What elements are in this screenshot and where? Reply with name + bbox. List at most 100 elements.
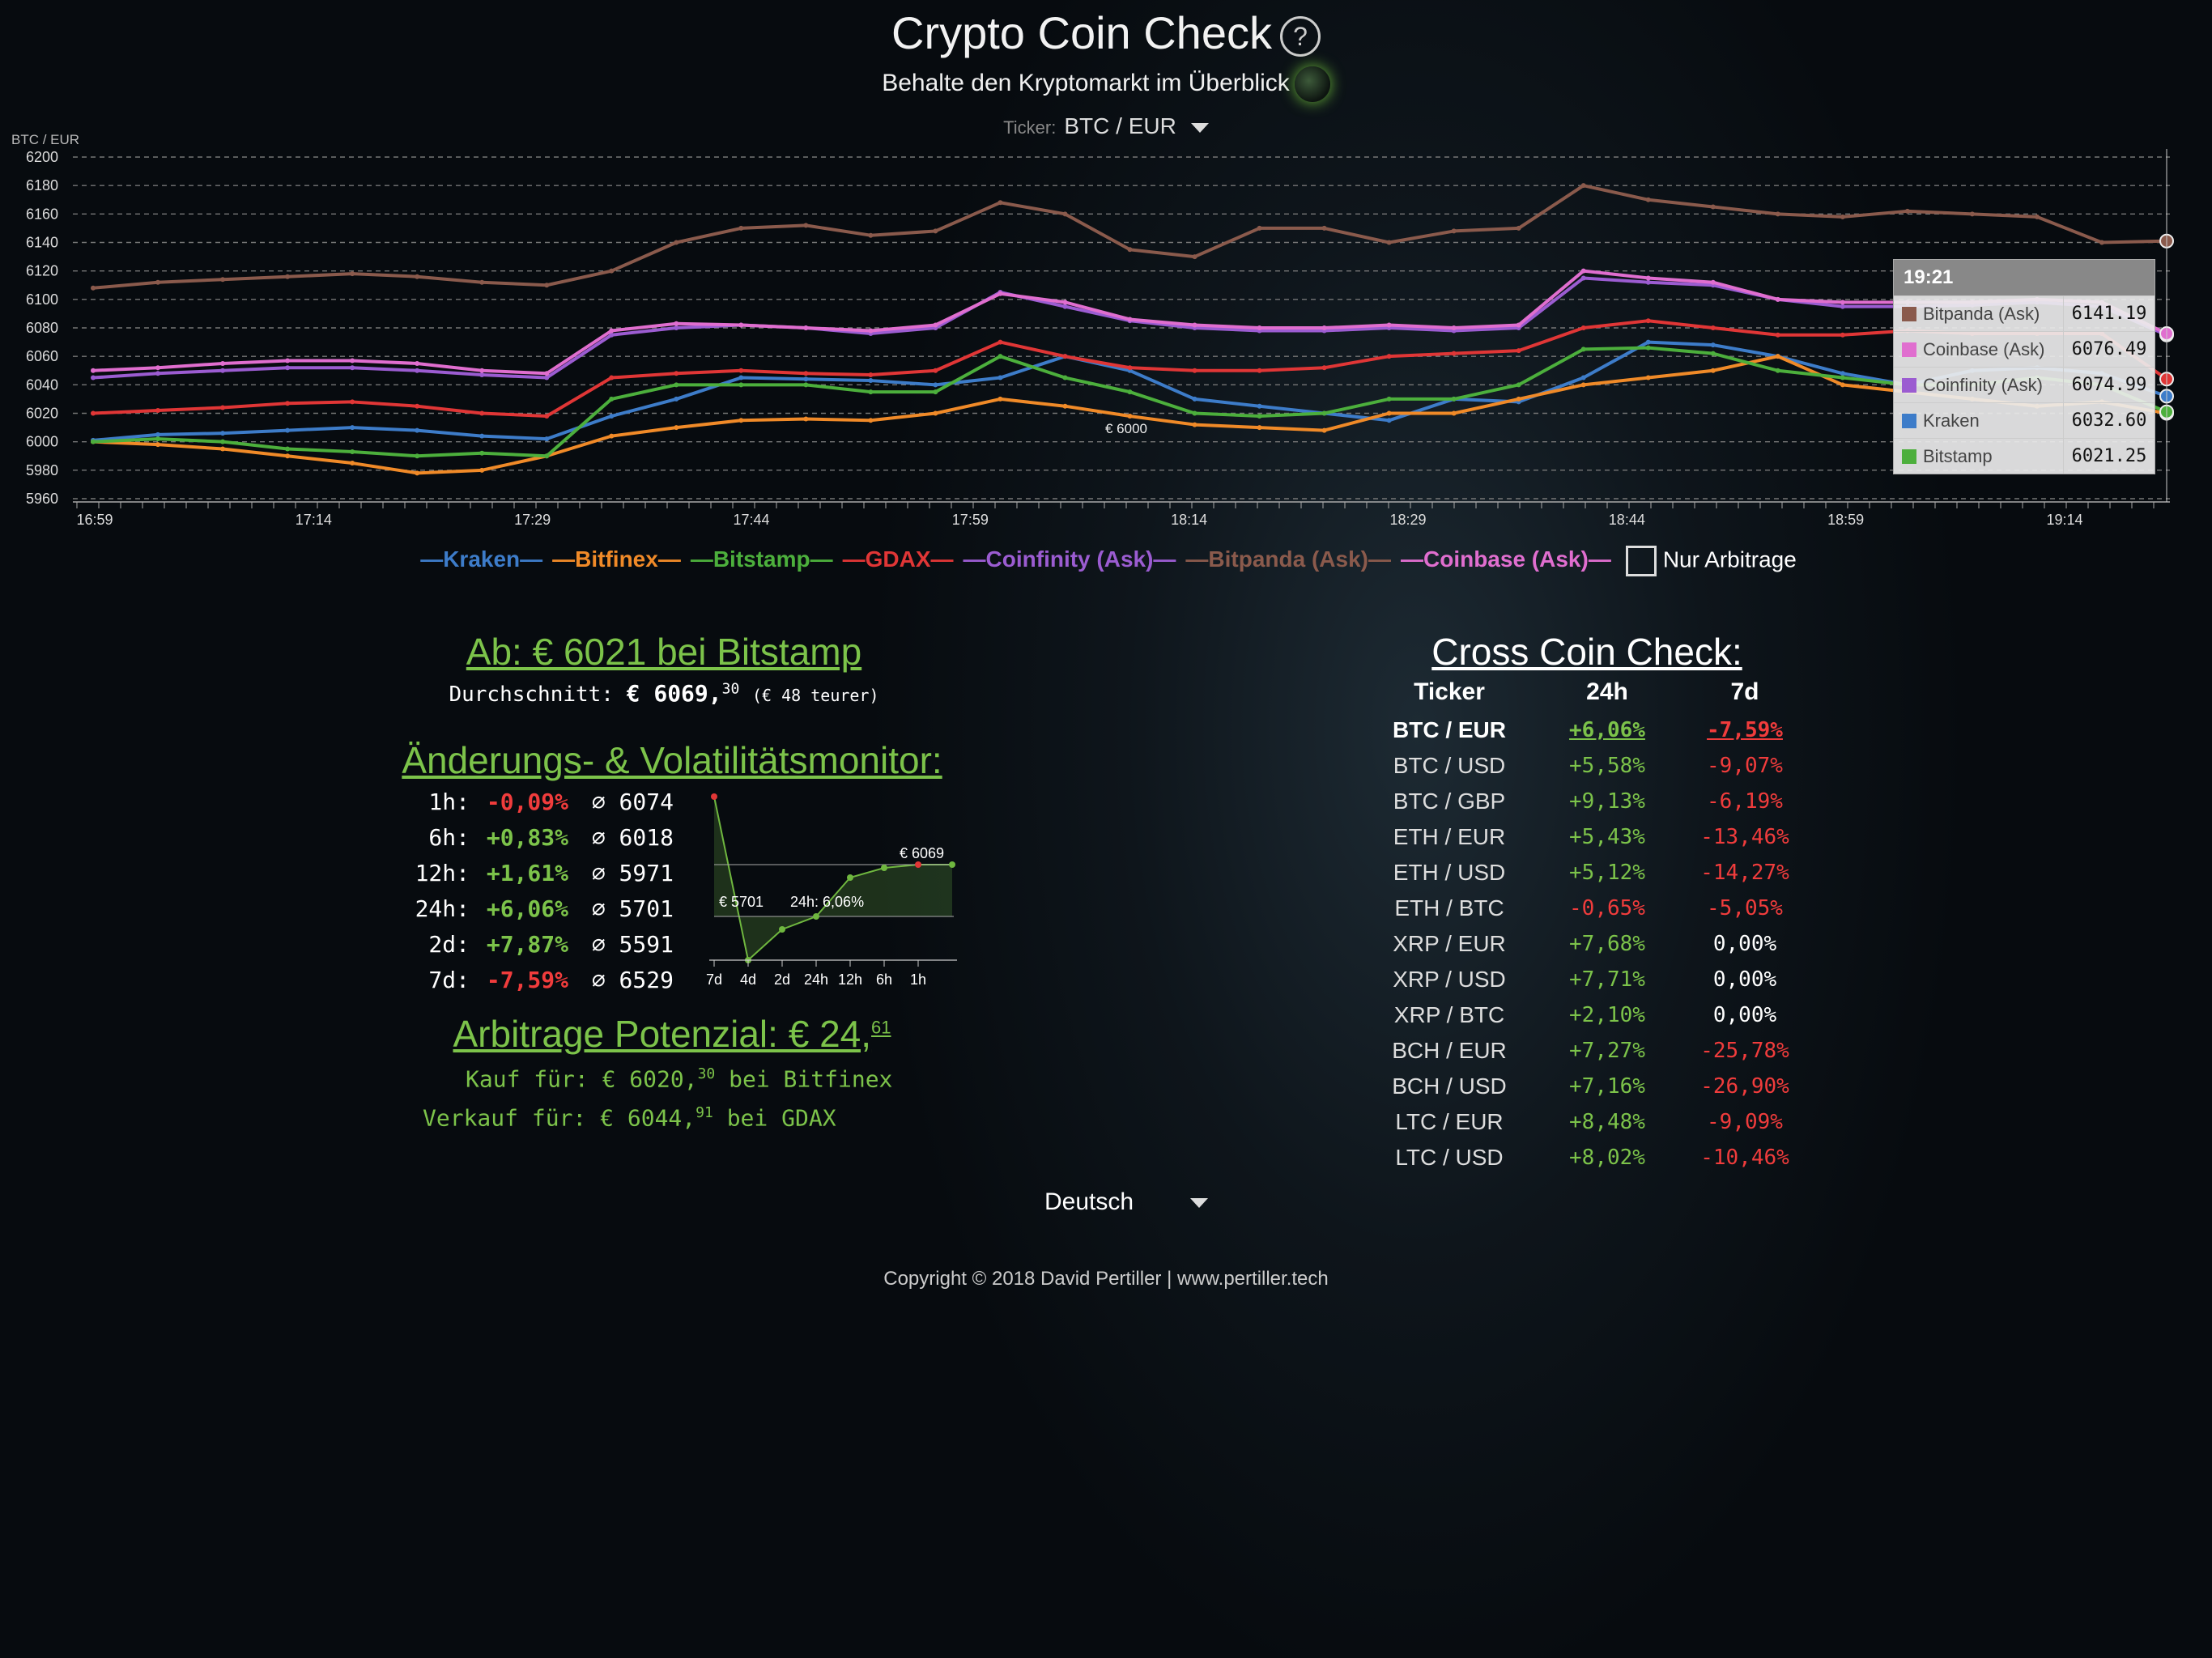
series-point: [1321, 427, 1327, 433]
tooltip-value: 6074.99: [2063, 368, 2155, 402]
cross-row[interactable]: BCH / EUR +7,27% -25,78%: [1360, 1033, 1814, 1069]
series-point: [350, 461, 355, 466]
chevron-down-icon[interactable]: [1190, 1198, 1209, 1209]
arbitrage-checkbox-label[interactable]: Nur Arbitrage: [1662, 546, 1797, 572]
series-point: [868, 418, 874, 423]
series-point: [609, 433, 615, 439]
y-tick-label: 6100: [26, 291, 58, 308]
cross-ticker[interactable]: XRP / EUR: [1393, 931, 1506, 956]
x-tick-label: 18:44: [1609, 512, 1645, 528]
series-point: [2099, 240, 2104, 245]
series-point: [1127, 365, 1133, 371]
cross-ticker[interactable]: BCH / EUR: [1392, 1038, 1507, 1063]
series-point: [609, 396, 615, 402]
series-point: [738, 368, 744, 373]
cross-row[interactable]: LTC / USD +8,02% -10,46%: [1360, 1140, 1814, 1175]
x-tick-label: 17:14: [296, 512, 332, 528]
x-tick-label: 18:14: [1171, 512, 1207, 528]
cross-ticker[interactable]: BTC / USD: [1393, 753, 1506, 778]
cross-ticker[interactable]: ETH / BTC: [1394, 895, 1504, 920]
legend-item[interactable]: —GDAX—: [842, 546, 954, 572]
ticker-value[interactable]: BTC / EUR: [1064, 113, 1176, 138]
series-point: [933, 410, 938, 416]
language-select[interactable]: Deutsch: [1044, 1188, 1209, 1216]
legend-item[interactable]: —Coinfinity (Ask)—: [963, 546, 1176, 572]
series-point: [1840, 214, 1845, 219]
cross-ticker[interactable]: LTC / USD: [1395, 1145, 1504, 1170]
legend-item[interactable]: —Bitpanda (Ask)—: [1185, 546, 1391, 572]
x-tick-label: 17:29: [514, 512, 551, 528]
help-icon[interactable]: ?: [1279, 16, 1321, 57]
series-point: [1775, 368, 1780, 373]
series-point: [91, 285, 96, 291]
cross-ticker[interactable]: LTC / EUR: [1395, 1109, 1504, 1134]
series-point: [1580, 275, 1586, 281]
cross-ticker[interactable]: ETH / EUR: [1393, 824, 1506, 849]
cross-row[interactable]: XRP / BTC +2,10% 0,00%: [1360, 997, 1814, 1033]
period-label: 1h:: [428, 788, 470, 815]
series-point: [1516, 396, 1521, 402]
average-note: (€ 48 teurer): [751, 686, 879, 705]
cross-ticker[interactable]: ETH / USD: [1393, 860, 1506, 885]
series-point: [2034, 214, 2040, 219]
cross-row[interactable]: BTC / USD +5,58% -9,07%: [1360, 748, 1814, 784]
series-point: [1580, 346, 1586, 352]
header-ticker: Ticker: [1414, 678, 1485, 705]
series-point: [1904, 208, 1910, 214]
mini-x-label: 7d: [706, 971, 722, 988]
arbitrage-checkbox[interactable]: [1625, 546, 1657, 576]
volatility-row: 12h: +1,61% ⌀ 5971: [397, 855, 674, 891]
cross-7d: -26,90%: [1700, 1074, 1789, 1099]
cross-24h: +7,16%: [1569, 1074, 1645, 1099]
buy-text: Kauf für: € 6020,: [466, 1065, 698, 1093]
cross-row[interactable]: BTC / GBP +9,13% -6,19%: [1360, 784, 1814, 819]
cross-title: Cross Coin Check:: [1431, 631, 1742, 673]
cross-row[interactable]: BTC / EUR +6,06% -7,59%: [1360, 712, 1814, 748]
series-point: [415, 274, 420, 279]
buy-exchange: bei Bitfinex: [715, 1065, 893, 1093]
legend-item[interactable]: —Bitstamp—: [690, 546, 833, 572]
language-value[interactable]: Deutsch: [1044, 1188, 1134, 1215]
ticker-select[interactable]: Ticker: BTC / EUR: [0, 113, 2212, 139]
cross-row[interactable]: BCH / USD +7,16% -26,90%: [1360, 1069, 1814, 1104]
series-point: [1645, 318, 1651, 324]
series-point: [933, 322, 938, 328]
cross-row[interactable]: LTC / EUR +8,48% -9,09%: [1360, 1104, 1814, 1140]
series-point: [1840, 300, 1845, 305]
series-point: [1321, 365, 1327, 371]
cross-ticker[interactable]: XRP / USD: [1393, 967, 1506, 992]
mini-chart-line: [713, 796, 952, 962]
series-point: [933, 228, 938, 234]
cross-ticker[interactable]: XRP / BTC: [1393, 1002, 1505, 1027]
title-text: Crypto Coin Check: [891, 7, 1272, 58]
volatility-row: 2d: +7,87% ⌀ 5591: [397, 926, 674, 962]
series-point: [544, 436, 550, 442]
series-point: [803, 376, 809, 382]
price-chart[interactable]: BTC / EUR 6200 6180 6160 6140 6120 6100 6080 606…: [0, 130, 2212, 542]
series-point: [1840, 382, 1845, 388]
cross-row[interactable]: XRP / USD +7,71% 0,00%: [1360, 962, 1814, 997]
chevron-down-icon[interactable]: [1190, 122, 1209, 133]
series-point: [1645, 345, 1651, 351]
page-title: Crypto Coin Check?: [0, 6, 2212, 59]
series-point: [609, 268, 615, 274]
cross-row[interactable]: ETH / EUR +5,43% -13,46%: [1360, 819, 1814, 855]
cross-ticker[interactable]: BTC / GBP: [1393, 789, 1506, 814]
legend-item[interactable]: —Bitfinex—: [552, 546, 681, 572]
cross-row[interactable]: ETH / USD +5,12% -14,27%: [1360, 855, 1814, 891]
arbitrage-title: Arbitrage Potenzial: € 24,61: [356, 1012, 988, 1056]
legend-item[interactable]: —Coinbase (Ask)—: [1401, 546, 1611, 572]
mini-x-label: 12h: [838, 971, 862, 988]
series-point: [1062, 211, 1068, 217]
series-point: [1257, 414, 1262, 419]
series-point: [1257, 425, 1262, 431]
y-tick-label: 6200: [26, 149, 58, 165]
series-point: [1386, 410, 1392, 416]
cross-7d: 0,00%: [1712, 1003, 1777, 1027]
cross-ticker[interactable]: BCH / USD: [1392, 1073, 1507, 1099]
cross-ticker[interactable]: BTC / EUR: [1393, 717, 1506, 742]
tooltip-row: Coinbase (Ask) 6076.49: [1894, 331, 2155, 367]
legend-item[interactable]: —Kraken—: [420, 546, 543, 572]
cross-row[interactable]: ETH / BTC -0,65% -5,05%: [1360, 891, 1814, 926]
cross-row[interactable]: XRP / EUR +7,68% 0,00%: [1360, 926, 1814, 962]
